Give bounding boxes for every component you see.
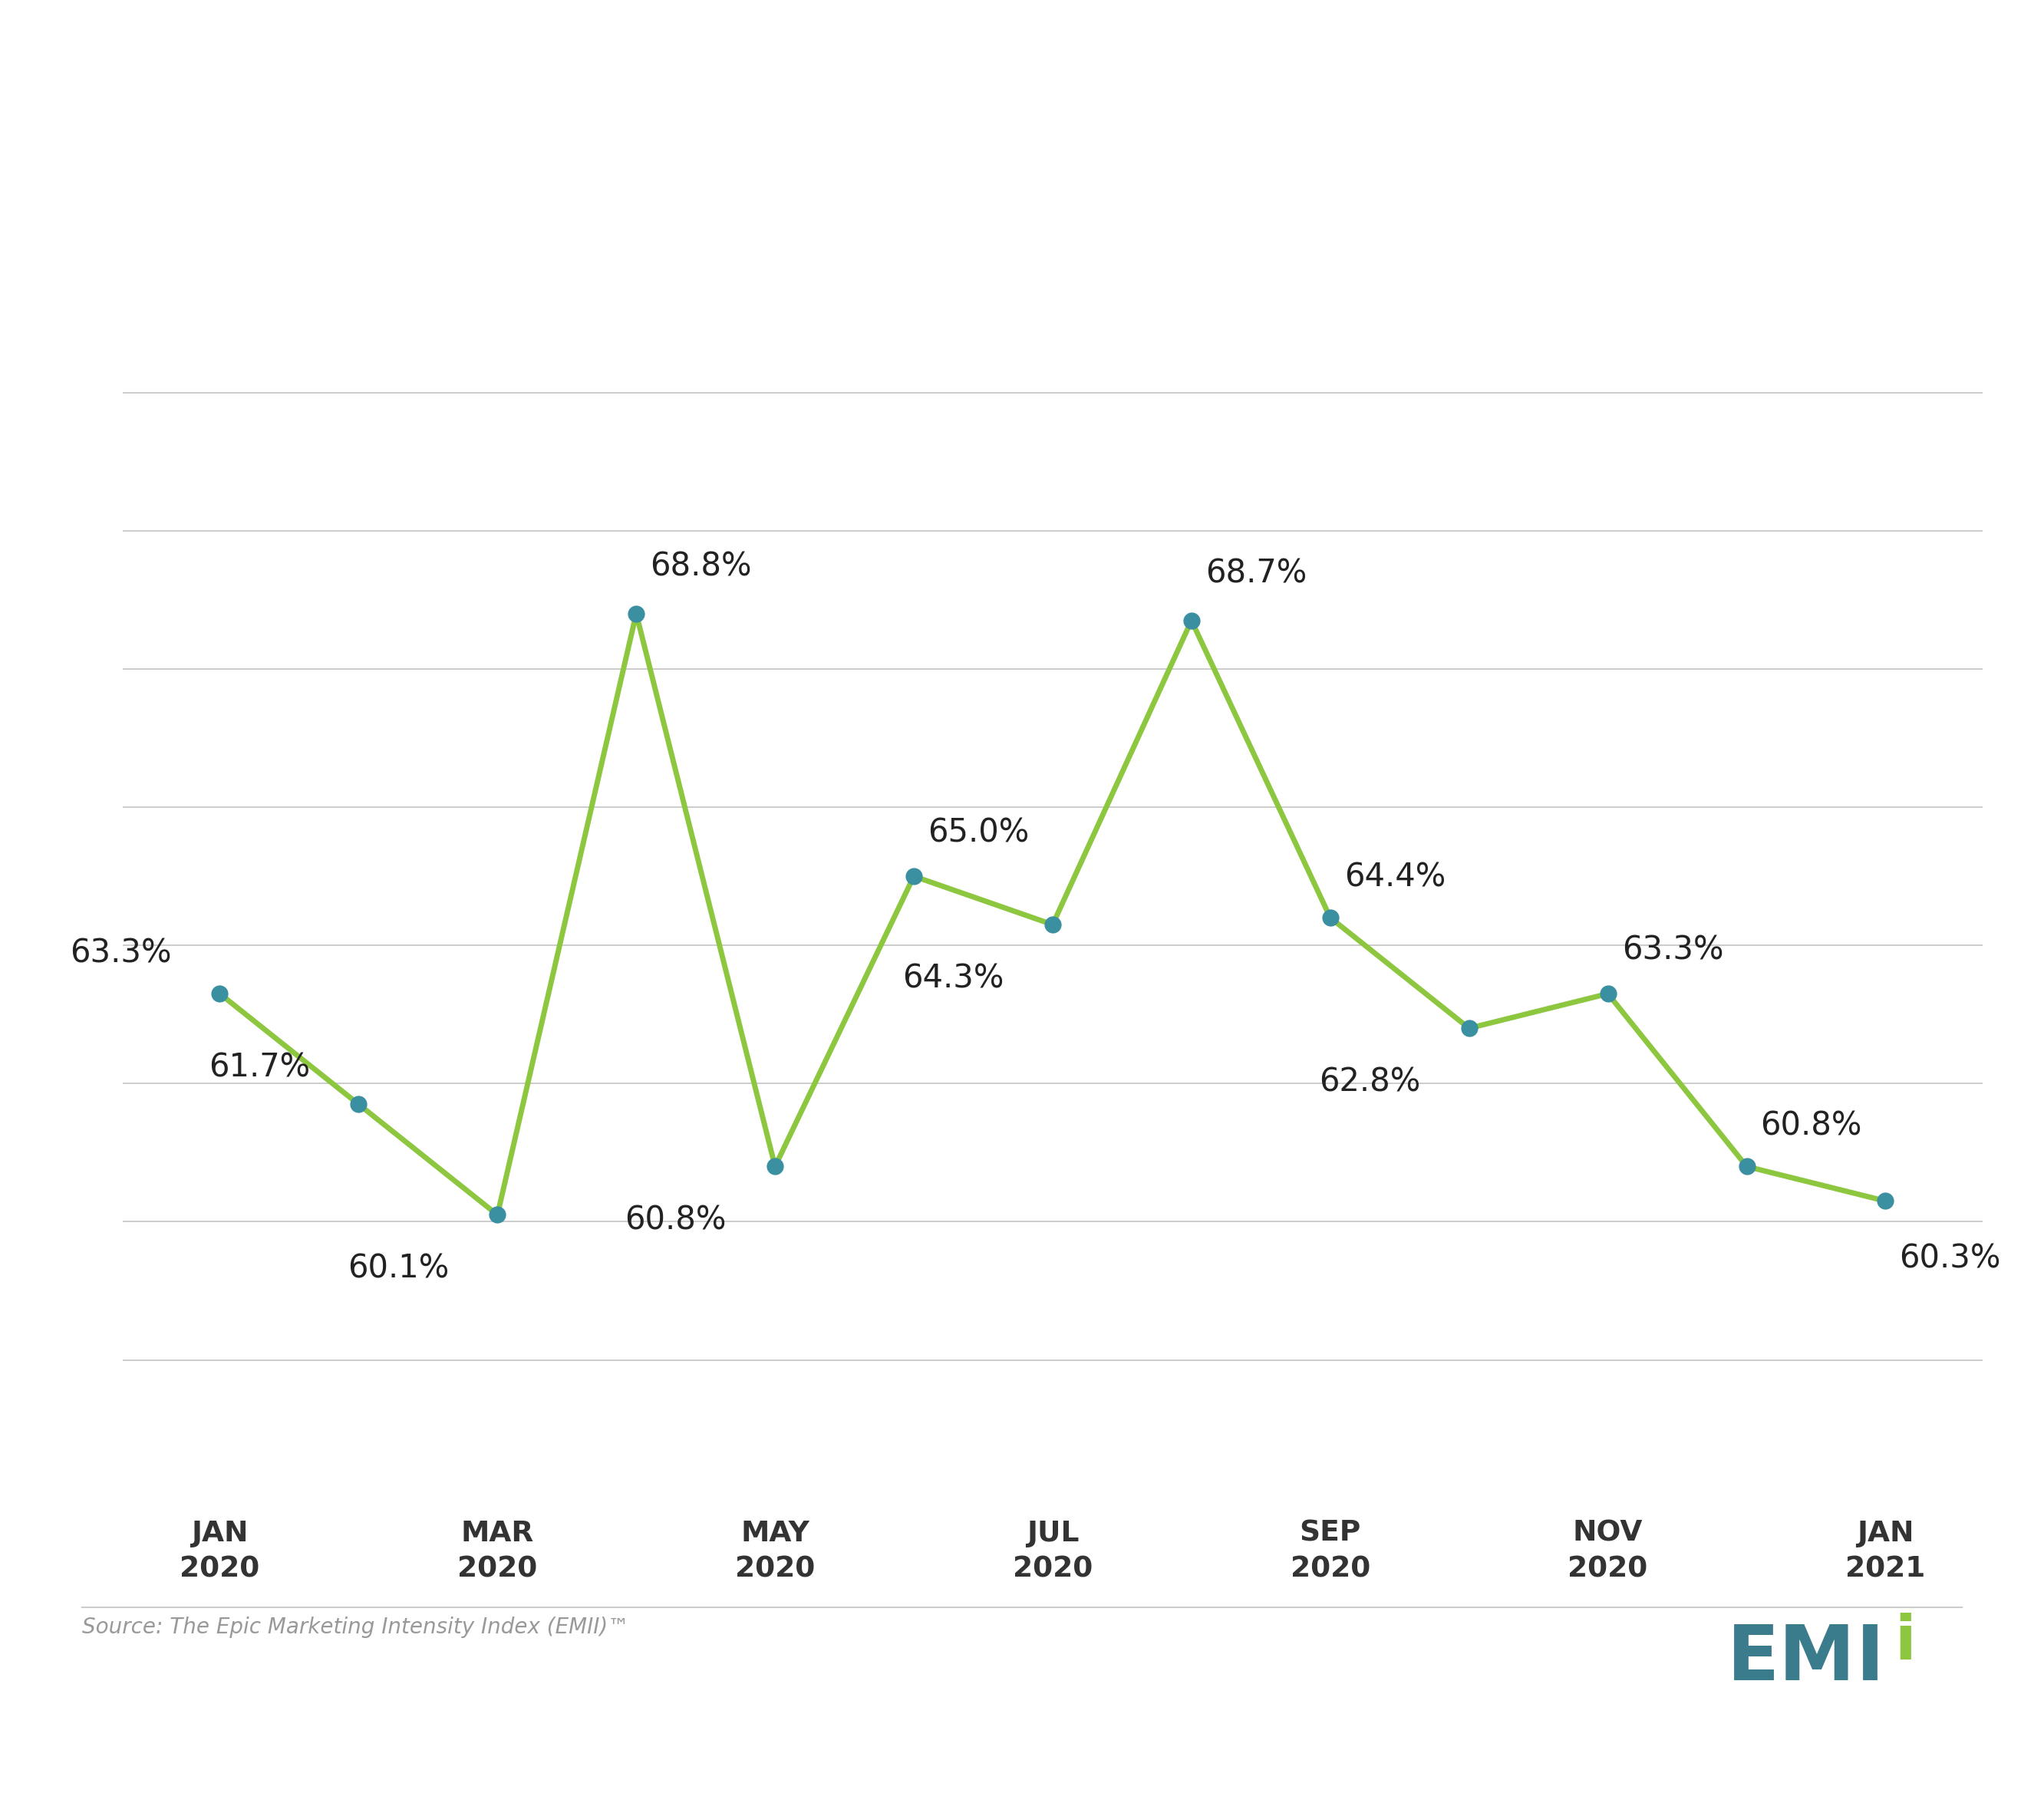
Point bbox=[480, 1200, 513, 1229]
Point bbox=[1453, 1013, 1486, 1042]
Text: 63.3%: 63.3% bbox=[69, 937, 172, 970]
Point bbox=[1592, 979, 1625, 1008]
Text: 60.3%: 60.3% bbox=[1899, 1242, 2001, 1275]
Point bbox=[341, 1090, 374, 1119]
Text: I: I bbox=[1856, 1622, 1885, 1696]
Text: 65.0%: 65.0% bbox=[928, 817, 1030, 848]
Text: 62.8%: 62.8% bbox=[1318, 1066, 1421, 1099]
Text: 63.3%: 63.3% bbox=[1621, 933, 1723, 966]
Point bbox=[1036, 910, 1069, 939]
Text: Source: The Epic Marketing Intensity Index (EMII)™: Source: The Epic Marketing Intensity Ind… bbox=[82, 1616, 630, 1638]
Text: 60.8%: 60.8% bbox=[1760, 1110, 1862, 1142]
Point bbox=[619, 599, 652, 628]
Text: 64.4%: 64.4% bbox=[1345, 861, 1445, 893]
Text: 68.8%: 68.8% bbox=[650, 550, 752, 583]
Point bbox=[1868, 1186, 1901, 1215]
Text: EM: EM bbox=[1727, 1622, 1856, 1696]
Text: 61.7%: 61.7% bbox=[208, 1051, 311, 1084]
Point bbox=[897, 861, 930, 890]
Text: 60.8%: 60.8% bbox=[625, 1204, 726, 1237]
Point bbox=[1731, 1151, 1764, 1180]
Text: 64.3%: 64.3% bbox=[903, 962, 1004, 995]
Point bbox=[758, 1151, 791, 1180]
Text: PERCENT DIRECT MAIL SPEND VERSUS OVERALL: PERCENT DIRECT MAIL SPEND VERSUS OVERALL bbox=[72, 42, 1631, 98]
Point bbox=[204, 979, 237, 1008]
Point bbox=[1314, 903, 1347, 932]
Point bbox=[1175, 607, 1208, 636]
Text: 68.7%: 68.7% bbox=[1206, 558, 1306, 590]
Text: 60.1%: 60.1% bbox=[347, 1253, 450, 1286]
Text: i: i bbox=[1895, 1613, 1915, 1673]
